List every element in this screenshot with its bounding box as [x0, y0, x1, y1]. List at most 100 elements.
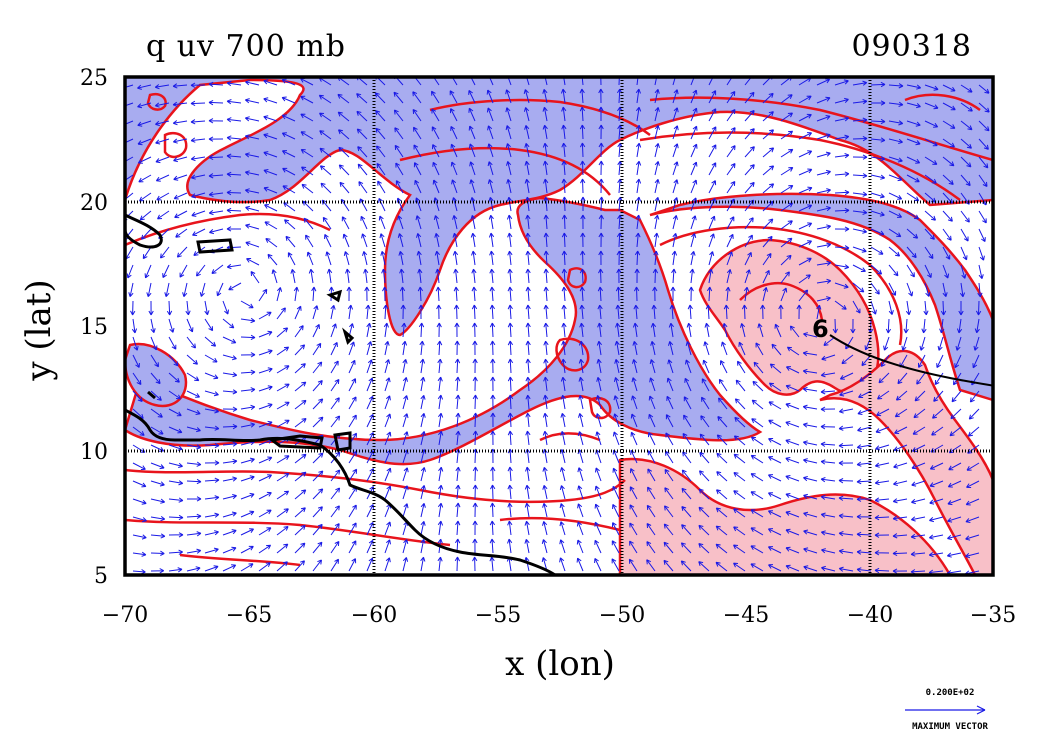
- wind-vector: [455, 520, 461, 536]
- wind-vector: [870, 192, 885, 199]
- wind-vector: [281, 96, 296, 104]
- wind-vector: [852, 300, 861, 314]
- wind-vector: [744, 217, 754, 230]
- wind-vector: [561, 268, 568, 284]
- wind-vector: [162, 264, 170, 279]
- wind-vector: [663, 541, 674, 554]
- wind-vector: [384, 539, 391, 554]
- wind-vector: [168, 444, 183, 451]
- wind-vector: [294, 560, 305, 572]
- wind-vector: [821, 565, 836, 572]
- wind-vector: [276, 287, 283, 302]
- wind-vector: [437, 520, 444, 536]
- wind-vector: [630, 413, 638, 428]
- wind-vector: [767, 528, 782, 536]
- wind-vector: [785, 475, 800, 482]
- plot-border: [123, 75, 995, 577]
- wind-vector: [690, 179, 698, 194]
- wind-vector: [878, 372, 890, 384]
- wind-vector: [449, 90, 458, 104]
- wind-vector: [240, 300, 254, 309]
- wind-vector: [172, 138, 188, 144]
- wind-vector: [978, 264, 984, 280]
- wind-vector: [751, 399, 764, 410]
- wind-vector: [434, 250, 440, 266]
- wind-vector: [413, 126, 422, 140]
- wind-vector: [651, 304, 657, 320]
- wind-vector: [978, 84, 990, 94]
- wind-vector: [301, 183, 314, 194]
- wind-vector: [258, 491, 272, 500]
- wind-vector: [420, 376, 426, 392]
- wind-vector: [654, 143, 660, 158]
- wind-vector: [204, 547, 219, 554]
- wind-vector: [450, 143, 458, 158]
- wind-vector-field: [125, 77, 990, 575]
- wind-vector: [507, 286, 513, 302]
- wind-vector: [312, 523, 323, 536]
- x-tick-label: −65: [226, 603, 272, 628]
- wind-vector: [672, 89, 679, 104]
- wind-vector: [525, 232, 531, 248]
- wind-vector: [376, 163, 386, 176]
- wind-vector: [723, 304, 730, 320]
- wind-vector: [803, 332, 818, 338]
- wind-vector: [798, 186, 813, 194]
- wind-vector: [636, 142, 642, 158]
- wind-vector: [525, 376, 531, 392]
- wind-vector: [338, 164, 350, 176]
- wind-vector: [507, 538, 513, 554]
- wind-vector: [525, 466, 531, 482]
- wind-vector: [168, 318, 175, 333]
- wind-vector: [468, 107, 476, 122]
- wind-vector: [681, 469, 692, 482]
- wind-vector: [856, 496, 872, 502]
- wind-vector: [768, 456, 782, 464]
- y-tick-label: 5: [94, 564, 108, 589]
- wind-vector: [744, 164, 755, 176]
- wind-vector: [395, 162, 404, 176]
- wind-vector: [960, 156, 972, 168]
- wind-vector: [888, 192, 903, 200]
- wind-vector: [294, 325, 304, 338]
- wind-vector: [150, 390, 162, 401]
- wind-vector: [490, 340, 496, 356]
- wind-vector: [560, 88, 567, 104]
- wind-vector: [543, 376, 549, 392]
- wind-vector: [472, 538, 478, 554]
- wind-vector: [633, 304, 639, 320]
- wind-vector: [906, 138, 921, 146]
- wind-vector: [893, 480, 908, 486]
- wind-vector: [870, 81, 886, 88]
- wind-vector: [921, 318, 927, 334]
- wind-vector: [137, 120, 152, 127]
- wind-vector: [190, 119, 206, 125]
- wind-vector: [240, 369, 256, 375]
- wind-vector: [857, 426, 872, 433]
- wind-vector: [378, 215, 386, 230]
- wind-vector: [126, 264, 134, 279]
- wind-vector: [876, 408, 890, 417]
- wind-vector: [412, 108, 422, 122]
- wind-vector: [665, 414, 674, 428]
- wind-vector: [139, 210, 152, 221]
- wind-vector: [559, 521, 566, 536]
- wind-vector: [965, 498, 980, 506]
- wind-vector: [186, 531, 202, 537]
- wind-vector: [954, 354, 962, 369]
- wind-vector: [937, 336, 944, 351]
- wind-vector: [579, 286, 585, 302]
- wind-vector: [663, 523, 674, 536]
- wind-vector: [823, 336, 836, 346]
- wind-vector: [960, 174, 971, 187]
- wind-vector: [204, 390, 219, 397]
- wind-vector: [733, 562, 746, 572]
- wind-vector: [798, 274, 811, 284]
- wind-vector: [931, 426, 944, 436]
- wind-vector: [413, 144, 422, 158]
- wind-vector: [598, 214, 604, 230]
- wind-vector: [226, 135, 242, 141]
- wind-vector: [525, 358, 531, 374]
- wind-vector: [682, 432, 692, 446]
- wind-vector: [472, 358, 478, 374]
